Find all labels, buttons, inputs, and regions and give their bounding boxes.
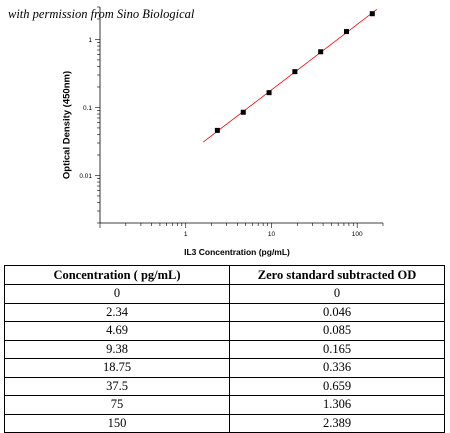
table-cell: 75 [4, 395, 230, 415]
table-cell: 0.085 [229, 321, 445, 341]
column-header-od: Zero standard subtracted OD [229, 265, 445, 285]
watermark-text: with permission from Sino Biological [8, 7, 195, 21]
y-tick-label: 0.01 [79, 173, 92, 180]
column-header-concentration: Concentration ( pg/mL) [4, 265, 230, 285]
table-cell: 18.75 [4, 358, 230, 378]
data-point [343, 29, 349, 35]
data-point [214, 127, 220, 133]
table-cell: 1.306 [229, 395, 445, 415]
table-row: 9.38 0.165 [4, 339, 445, 359]
table-cell: 0.659 [229, 376, 445, 396]
table-row: 75 1.306 [4, 395, 445, 415]
y-axis-label: Optical Density (450nm) [61, 70, 73, 180]
table-row: 2.34 0.046 [4, 302, 445, 322]
data-point [266, 90, 272, 96]
data-point [369, 11, 375, 17]
table-cell: 2.34 [4, 302, 230, 322]
table-cell: 4.69 [4, 321, 230, 341]
table-row: 37.5 0.659 [4, 376, 445, 396]
data-point [240, 109, 246, 115]
y-tick-label: 0.1 [83, 105, 92, 112]
table-cell: 0.165 [229, 339, 445, 359]
x-axis-label: IL3 Concentration (pg/mL) [184, 247, 290, 257]
x-tick-label: 1 [184, 231, 188, 238]
fit-line [202, 8, 378, 143]
standard-data-table: Concentration ( pg/mL) Zero standard sub… [4, 265, 445, 433]
table-row: 4.69 0.085 [4, 321, 445, 341]
table-header-row: Concentration ( pg/mL) Zero standard sub… [4, 265, 445, 285]
x-tick-label: 100 [352, 231, 363, 238]
table-row: 18.75 0.336 [4, 358, 445, 378]
table-cell: 0.336 [229, 358, 445, 378]
table-cell: 0.046 [229, 302, 445, 322]
y-tick-label: 1 [88, 37, 92, 44]
data-point [318, 49, 324, 55]
table-cell: 9.38 [4, 339, 230, 359]
x-tick-label: 10 [268, 231, 276, 238]
table-cell: 0 [4, 284, 230, 304]
data-point [292, 69, 298, 75]
table-cell: 37.5 [4, 376, 230, 396]
standard-curve-chart: 1 10 100 0.01 0.1 1 [79, 6, 384, 238]
table-cell: 150 [4, 413, 230, 433]
table-cell: 0 [229, 284, 445, 304]
